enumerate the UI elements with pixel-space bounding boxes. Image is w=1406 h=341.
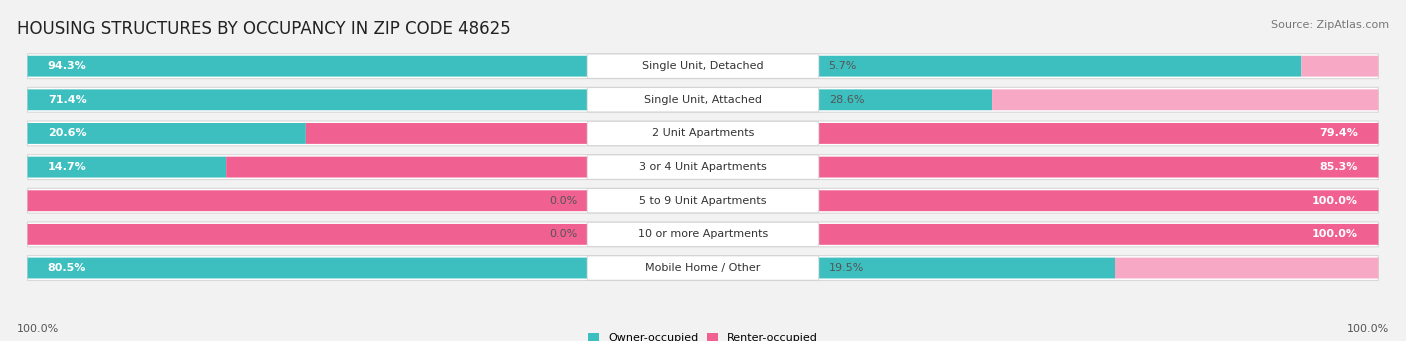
FancyBboxPatch shape: [307, 123, 1378, 144]
FancyBboxPatch shape: [588, 256, 818, 280]
Text: 10 or more Apartments: 10 or more Apartments: [638, 229, 768, 239]
FancyBboxPatch shape: [28, 54, 1378, 79]
Text: 14.7%: 14.7%: [48, 162, 87, 172]
FancyBboxPatch shape: [1302, 56, 1378, 77]
Text: 3 or 4 Unit Apartments: 3 or 4 Unit Apartments: [640, 162, 766, 172]
FancyBboxPatch shape: [28, 257, 1115, 279]
FancyBboxPatch shape: [993, 89, 1378, 110]
Legend: Owner-occupied, Renter-occupied: Owner-occupied, Renter-occupied: [588, 333, 818, 341]
Text: 5 to 9 Unit Apartments: 5 to 9 Unit Apartments: [640, 196, 766, 206]
Text: 100.0%: 100.0%: [17, 324, 59, 334]
Text: Source: ZipAtlas.com: Source: ZipAtlas.com: [1271, 20, 1389, 30]
FancyBboxPatch shape: [28, 89, 993, 110]
FancyBboxPatch shape: [226, 157, 1378, 178]
Text: 79.4%: 79.4%: [1319, 129, 1358, 138]
Text: 100.0%: 100.0%: [1347, 324, 1389, 334]
Text: Mobile Home / Other: Mobile Home / Other: [645, 263, 761, 273]
Text: 80.5%: 80.5%: [48, 263, 86, 273]
Text: 71.4%: 71.4%: [48, 95, 87, 105]
FancyBboxPatch shape: [28, 188, 1378, 213]
FancyBboxPatch shape: [28, 121, 1378, 146]
FancyBboxPatch shape: [28, 224, 1378, 245]
FancyBboxPatch shape: [28, 56, 1302, 77]
Text: 100.0%: 100.0%: [1312, 229, 1358, 239]
FancyBboxPatch shape: [588, 54, 818, 78]
FancyBboxPatch shape: [28, 222, 1378, 247]
Text: 0.0%: 0.0%: [550, 229, 578, 239]
FancyBboxPatch shape: [588, 121, 818, 146]
FancyBboxPatch shape: [28, 190, 1378, 211]
FancyBboxPatch shape: [28, 157, 226, 178]
Text: Single Unit, Attached: Single Unit, Attached: [644, 95, 762, 105]
FancyBboxPatch shape: [28, 123, 307, 144]
FancyBboxPatch shape: [588, 155, 818, 179]
Text: 100.0%: 100.0%: [1312, 196, 1358, 206]
Text: HOUSING STRUCTURES BY OCCUPANCY IN ZIP CODE 48625: HOUSING STRUCTURES BY OCCUPANCY IN ZIP C…: [17, 20, 510, 39]
Text: 85.3%: 85.3%: [1320, 162, 1358, 172]
Text: 0.0%: 0.0%: [550, 196, 578, 206]
FancyBboxPatch shape: [588, 222, 818, 247]
Text: 94.3%: 94.3%: [48, 61, 87, 71]
FancyBboxPatch shape: [28, 87, 1378, 112]
Text: 2 Unit Apartments: 2 Unit Apartments: [652, 129, 754, 138]
Text: Single Unit, Detached: Single Unit, Detached: [643, 61, 763, 71]
FancyBboxPatch shape: [588, 88, 818, 112]
Text: 28.6%: 28.6%: [828, 95, 865, 105]
FancyBboxPatch shape: [1115, 257, 1378, 279]
FancyBboxPatch shape: [28, 255, 1378, 281]
FancyBboxPatch shape: [28, 154, 1378, 180]
Text: 5.7%: 5.7%: [828, 61, 858, 71]
Text: 20.6%: 20.6%: [48, 129, 86, 138]
FancyBboxPatch shape: [588, 189, 818, 213]
Text: 19.5%: 19.5%: [828, 263, 865, 273]
